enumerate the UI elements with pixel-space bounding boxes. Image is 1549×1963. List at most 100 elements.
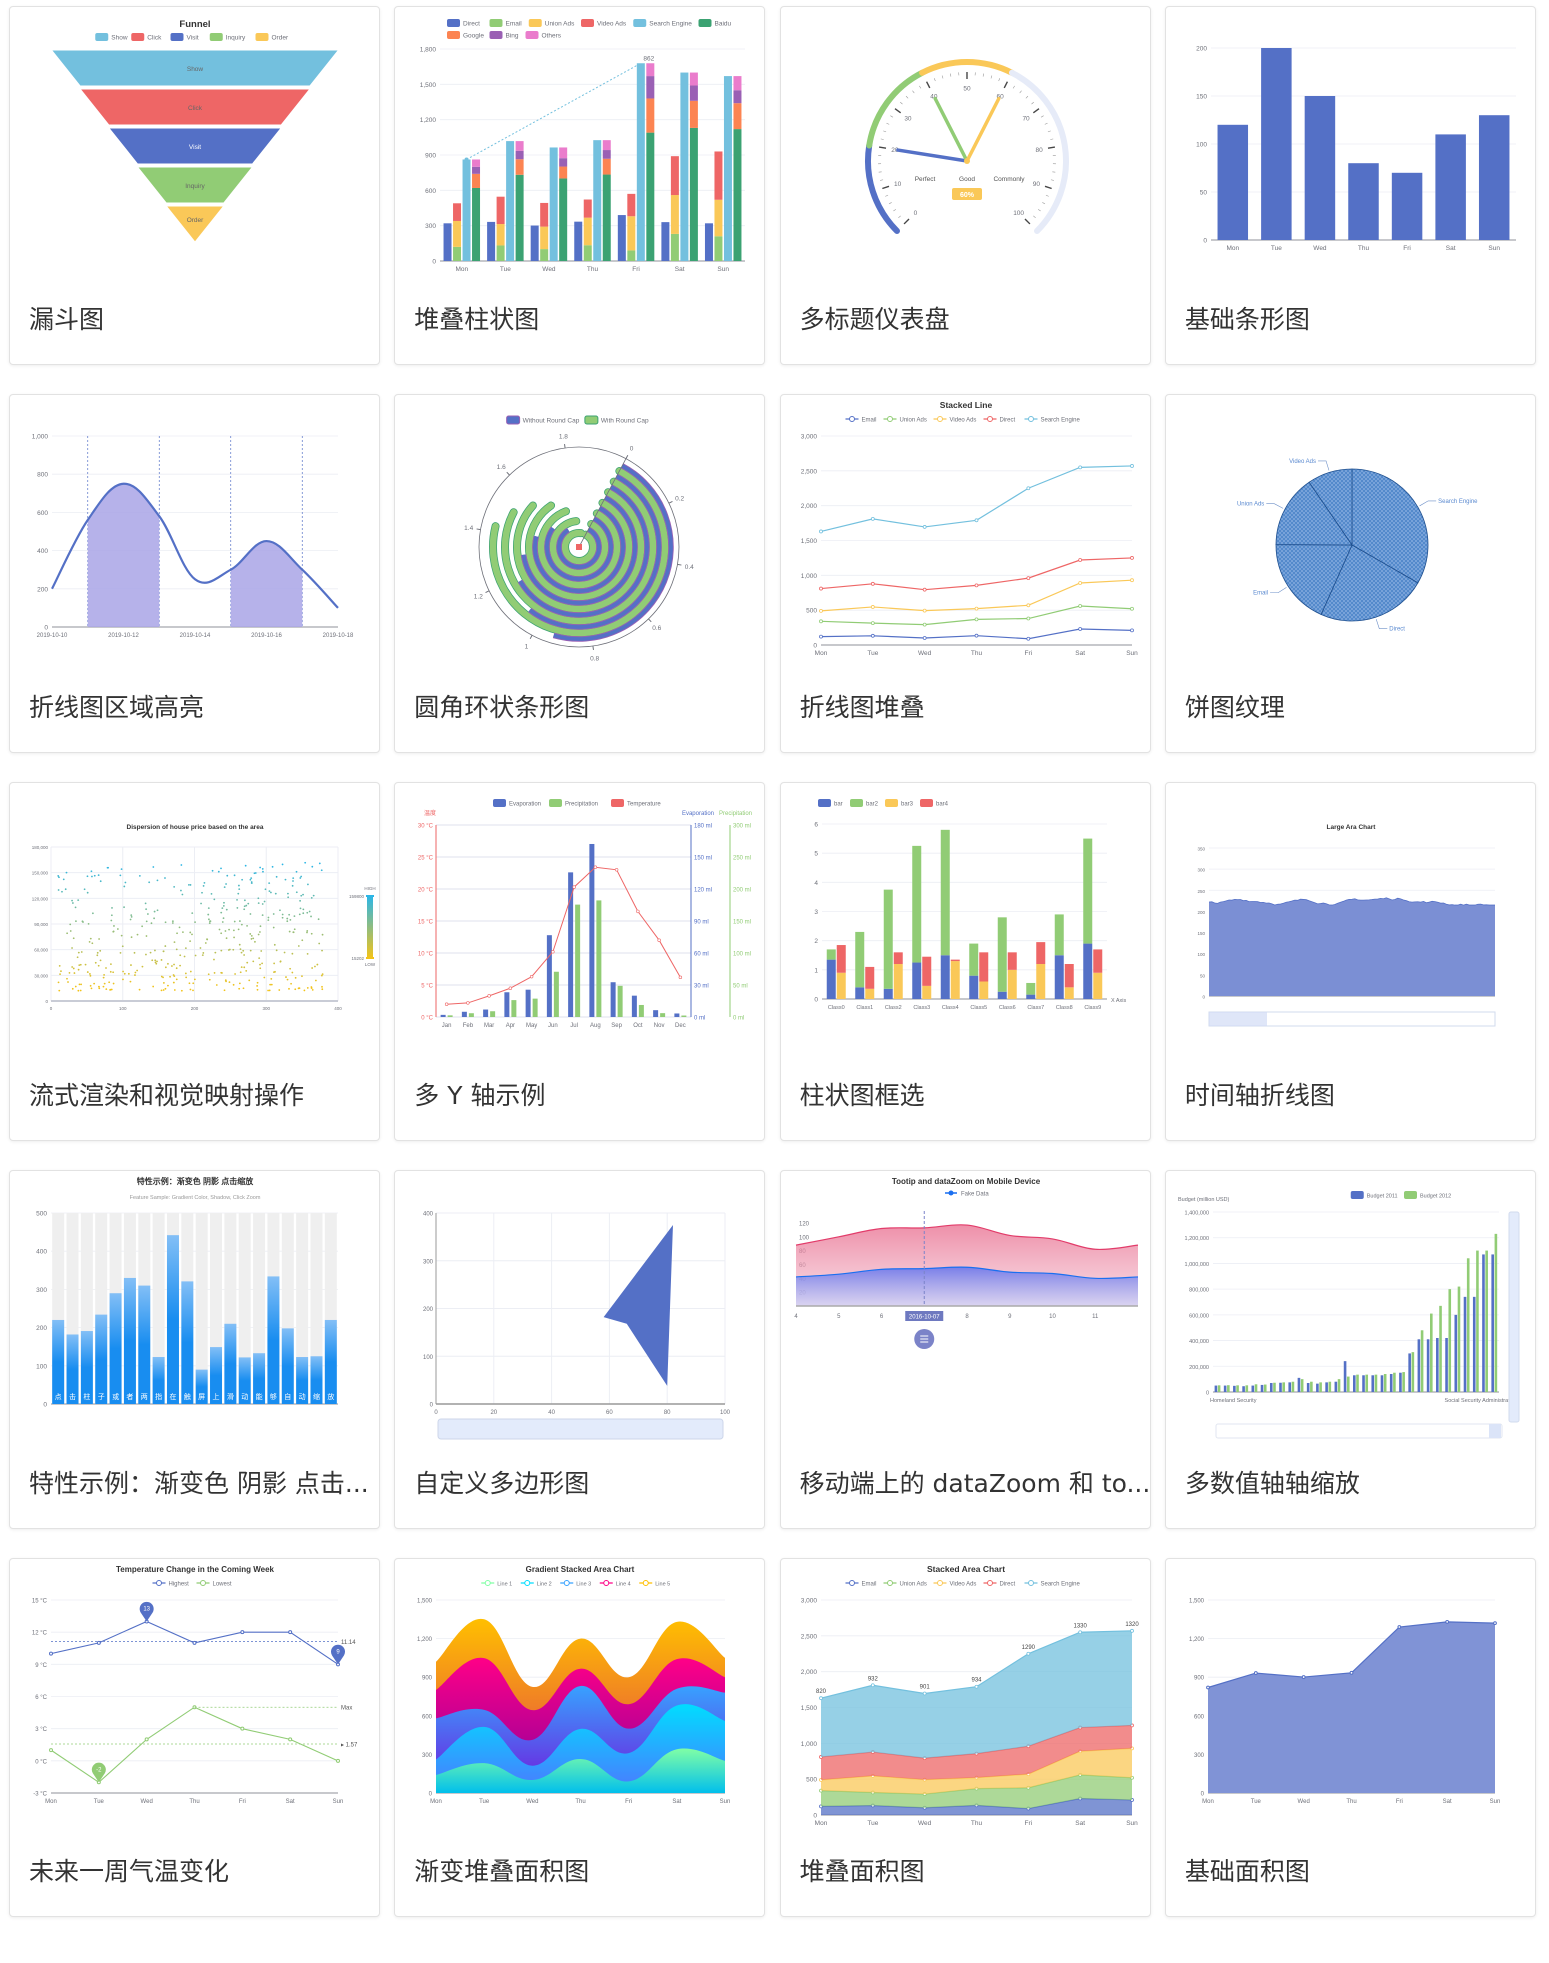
bar [705, 223, 714, 261]
scatter-point [130, 936, 133, 939]
legend-dot-icon [603, 1580, 610, 1586]
example-card[interactable]: Funnel Show Click Visit Inquiry Order Show Clic… [9, 6, 380, 365]
bar-label: 两 [141, 1393, 148, 1401]
bar-2012 [1457, 1286, 1461, 1392]
x-tick-label: Thu [576, 1799, 586, 1805]
example-card[interactable]: -3 °C 0 °C 3 °C 6 °C 9 °C 12 °C 15 °C Mon Tue Wed… [9, 1558, 380, 1917]
series-line [1208, 897, 1495, 906]
scatter-point [210, 892, 213, 895]
evaporation-bar [462, 1011, 468, 1017]
bar-label: 上 [213, 1392, 220, 1401]
example-card[interactable]: 0 100 200 300 400 500 特性示例：渐变色 阴影 点击缩放 Feature … [9, 1170, 380, 1529]
scatter-point [57, 889, 60, 891]
bar [864, 988, 874, 999]
scatter-point [98, 985, 100, 988]
example-card[interactable]: 0 50 100 150 200 250 300 350 Large Ara Chart 时间轴折… [1164, 782, 1536, 1141]
bar-2012 [1448, 1289, 1451, 1392]
bar-2012 [1356, 1374, 1359, 1392]
radius-axis [578, 458, 627, 548]
scatter-point [112, 930, 115, 933]
legend-label: Search Engine [1040, 418, 1080, 424]
temperature-tick: 5 °C [422, 984, 434, 990]
card-title: 堆叠柱状图 [414, 305, 540, 334]
example-card[interactable]: 0 100 200 300 400 0 20 40 60 80 100 自定义多边形图 [394, 1170, 766, 1529]
legend-label: Budget 2012 [1420, 1194, 1451, 1200]
bar [646, 132, 655, 261]
y-tick-label: 3,000 [800, 434, 817, 441]
data-point [1077, 604, 1082, 608]
y-tick-label: 1,000 [32, 434, 49, 441]
chart-thumbnail: Funnel Show Click Visit Inquiry Order Show Clic… [50, 19, 340, 243]
scatter-point [288, 913, 291, 916]
legend-label: Visit [187, 35, 199, 42]
bar-2011 [1352, 1375, 1356, 1392]
evaporation-bar [440, 1014, 446, 1017]
example-card[interactable]: 0 1 2 3 4 5 6 Class0 Class1 Class2 Class3 Class4 Cla… [779, 782, 1151, 1141]
y-tick-label: 0 [1206, 1391, 1209, 1397]
gauge-title: Perfect [914, 176, 935, 183]
precipitation-axis-name: Precipitation [719, 811, 752, 817]
chart-title: Large Ara Chart [1326, 824, 1376, 831]
example-card[interactable]: 0 200,000 400,000 600,000 800,000 1,000,000 1,… [1164, 1170, 1536, 1529]
scatter-point [109, 970, 112, 973]
gauge-band [918, 59, 1015, 76]
legend-label: Line 1 [498, 1582, 513, 1588]
example-card[interactable]: 0 300 600 900 1,200 1,500 1,800 Mon Tue Wed Thu Fri… [394, 6, 766, 365]
bar [950, 959, 960, 962]
example-card[interactable]: 0 300 600 900 1,200 1,500 Mon Tue Wed Thu Fri Sat Su… [394, 1558, 766, 1917]
example-card[interactable]: 0 10 20 30 40 50 60 70 80 90 100 Perfect Good Commonl… [779, 6, 1151, 365]
bar [940, 829, 950, 956]
y-tick-label: 100 [1197, 952, 1205, 957]
scatter-point [189, 931, 192, 934]
mark-point-pin-icon [91, 1762, 106, 1783]
y-tick-label: 300 [423, 1259, 434, 1265]
x-tick-label: Fri [633, 266, 641, 273]
scatter-point [79, 989, 82, 992]
example-card[interactable]: 0 200 400 600 800 1,000 2019-10-10 2019-10-12 20… [9, 394, 380, 753]
scatter-point [259, 963, 261, 966]
bar [921, 956, 931, 986]
scatter-point [171, 922, 174, 924]
polar-bar [545, 517, 614, 581]
data-point [445, 1002, 449, 1006]
scatter-point [109, 989, 111, 991]
scatter-point [245, 969, 248, 972]
scatter-point [207, 913, 210, 916]
example-card[interactable]: 0 50 100 150 200 Mon Tue Wed Thu Fri Sat Sun 基础条形图 [1164, 6, 1536, 365]
example-card[interactable]: Evaporation Precipitation Temperature 0 °C 0… [394, 782, 766, 1141]
example-card[interactable]: Search Engine Direct Email Union Ads Video A… [1164, 394, 1536, 753]
legend-swatch-icon [849, 799, 863, 807]
scatter-point [281, 913, 284, 916]
legend-label: Without Round Cap [523, 418, 580, 425]
scatter-point [236, 898, 238, 901]
bar-background [296, 1213, 309, 1404]
example-card[interactable]: Dispersion of house price based on the a… [9, 782, 380, 1141]
bar [472, 159, 481, 167]
data-point [96, 1640, 101, 1645]
bar [453, 220, 462, 247]
scatter-point [268, 989, 271, 992]
card-title: 柱状图框选 [799, 1081, 925, 1110]
example-card[interactable]: 0 300 600 900 1,200 1,500 Mon Tue Wed Thu Fri Sat Su… [1164, 1558, 1536, 1917]
example-card[interactable]: Tootip and dataZoom on Mobile Device Fake… [779, 1170, 1151, 1529]
bar [1064, 964, 1074, 988]
bar [506, 141, 515, 261]
temperature-tick: 25 °C [418, 856, 434, 862]
legend-label: Direct [999, 1582, 1015, 1588]
gauge-tick [997, 78, 1000, 82]
precipitation-bar [511, 1000, 517, 1017]
example-card[interactable]: 0 500 1,000 1,500 2,000 2,500 3,000 Mon Tue Wed Th… [779, 1558, 1151, 1917]
example-card[interactable]: 0 500 1,000 1,500 2,000 2,500 3,000 Mon Tue Wed Th… [779, 394, 1151, 753]
scatter-point [121, 945, 124, 948]
example-card[interactable]: Without Round Cap With Round Cap 0 0.2 0.4 0.… [394, 394, 766, 753]
legend-label: bar3 [901, 802, 914, 808]
scatter-point [138, 875, 141, 877]
legend-swatch-icon [447, 19, 461, 27]
scatter-point [179, 964, 181, 967]
visual-map-low-label: LOW [365, 962, 376, 967]
data-point [1026, 616, 1030, 621]
legend-dot-icon [156, 1580, 162, 1586]
bar [549, 147, 558, 261]
data-point [818, 619, 823, 624]
scatter-point [238, 920, 241, 922]
